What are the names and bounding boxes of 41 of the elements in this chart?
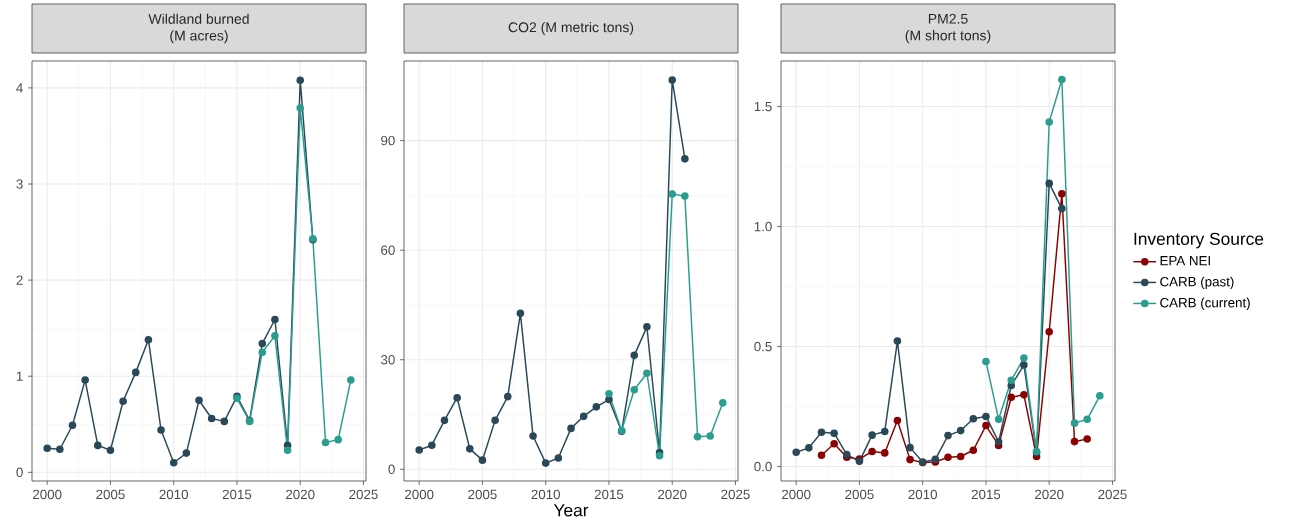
x-tick-label: 2020	[1035, 489, 1064, 500]
x-tick-label: 2005	[845, 489, 874, 500]
legend-label: CARB (past)	[1160, 276, 1234, 290]
legend-label: CARB (current)	[1160, 297, 1250, 311]
x-tick-label: 2015	[594, 489, 624, 500]
y-tick-label: 0.5	[754, 341, 772, 352]
chart-subtitle: (M acres)	[170, 30, 228, 44]
x-tick-label: 2015	[222, 489, 252, 500]
y-tick-label: 2	[16, 275, 23, 285]
x-tick-label: 2025	[721, 489, 750, 500]
x-tick-label: 2010	[908, 489, 938, 500]
x-tick-label: 2000	[782, 489, 811, 500]
x-tick-label: 2010	[531, 489, 561, 500]
x-tick-label: 2025	[1098, 489, 1127, 500]
x-tick-label: 2020	[286, 489, 315, 500]
x-tick-label: 2005	[96, 489, 125, 500]
y-tick-label: 1.5	[754, 101, 772, 112]
x-tick-label: 2020	[658, 489, 687, 500]
legend-title: Inventory Source	[1134, 232, 1264, 249]
y-tick-label: 0.0	[754, 461, 772, 472]
y-tick-label: 0	[388, 464, 395, 475]
x-tick-label: 2010	[159, 489, 189, 500]
y-tick-label: 1.0	[754, 221, 772, 232]
chart-subtitle: (M short tons)	[905, 30, 991, 44]
x-tick-label: 2015	[971, 489, 1001, 500]
y-tick-label: 4	[16, 83, 23, 93]
x-tick-label: 2000	[405, 489, 434, 500]
y-tick-label: 1	[16, 371, 23, 381]
chart-title: PM2.5	[928, 13, 968, 24]
chart-title: CO2 (M metric tons)	[508, 21, 634, 36]
y-tick-label: 90	[381, 135, 395, 146]
y-tick-label: 60	[381, 245, 395, 255]
legend-label: EPA NEI	[1160, 256, 1210, 266]
x-axis-title: Year	[553, 504, 589, 517]
y-tick-label: 30	[380, 355, 395, 365]
y-tick-label: 0	[16, 467, 23, 478]
y-tick-label: 3	[16, 179, 23, 189]
x-tick-label: 2005	[468, 489, 497, 500]
x-tick-label: 2000	[33, 489, 62, 500]
x-tick-label: 2025	[349, 489, 378, 500]
chart-title: Wildland burned	[148, 13, 249, 24]
